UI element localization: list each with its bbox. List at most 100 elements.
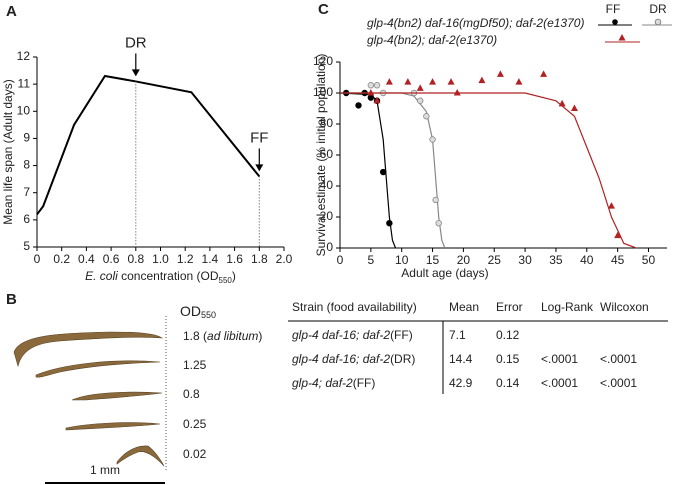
strain: glp-4; daf-2 <box>292 376 353 390</box>
table-header: Mean <box>449 300 479 314</box>
x-label-sub: 550 <box>219 276 233 285</box>
x-tick-label: 0 <box>337 253 344 267</box>
x-tick-label: 40 <box>580 253 594 267</box>
scale-label: 1 mm <box>90 463 120 477</box>
table-cell: <.0001 <box>600 376 637 390</box>
table-cell: <.0001 <box>541 352 578 366</box>
annotation-arrowhead <box>131 69 140 77</box>
point <box>367 89 375 96</box>
table-cell: <.0001 <box>600 352 637 366</box>
strain: glp-4 daf-16; daf-2 <box>292 352 390 366</box>
y-tick-label: 5 <box>23 239 30 253</box>
table-cell: 0.12 <box>496 328 520 342</box>
y-tick-label: 11 <box>18 76 31 90</box>
legend-text: glp-4(bn2) daf-16(mgDf50); daf-2(e1370) <box>367 16 584 30</box>
table-cell: glp-4 daf-16; daf-2(DR) <box>292 352 415 366</box>
table-cell: <.0001 <box>541 376 578 390</box>
x-tick-label: 5 <box>368 253 375 267</box>
y-tick-label: 80 <box>320 116 334 130</box>
table-header: Log-Rank <box>541 300 594 314</box>
point <box>558 99 566 107</box>
table-cell: glp-4; daf-2(FF) <box>292 376 375 390</box>
worm-label: 1.25 <box>183 358 207 372</box>
x-tick-label: 1.2 <box>177 252 194 266</box>
point <box>404 78 412 85</box>
x-tick-label: 45 <box>611 253 625 267</box>
x-label-text: concentration (OD <box>118 269 219 283</box>
point <box>385 78 393 85</box>
y-tick-label: 20 <box>320 209 334 223</box>
x-tick-label: 0.6 <box>103 252 120 266</box>
point <box>447 78 455 85</box>
y-tick-label: 9 <box>23 131 30 145</box>
x-axis-label: E. coli concentration (OD550) <box>85 269 236 285</box>
annotation-arrowhead <box>255 164 264 172</box>
y-tick-label: 100 <box>313 85 333 99</box>
y-axis-label: Survival estimate (% initial population) <box>314 54 328 257</box>
y-tick-label: 10 <box>17 103 31 117</box>
point <box>453 89 461 96</box>
point <box>607 202 615 209</box>
legend-marker <box>612 19 618 25</box>
worm-images <box>13 331 165 467</box>
point <box>416 84 424 91</box>
point <box>386 219 393 227</box>
x-tick-label: 1.4 <box>202 252 219 266</box>
x-tick-label: 0.8 <box>127 252 144 266</box>
y-axis-label: Mean life span (Adult days) <box>1 79 15 224</box>
x-tick-label: 0 <box>34 252 41 266</box>
strain: glp-4 daf-16; daf-2 <box>292 328 390 342</box>
x-tick-label: 2.0 <box>276 252 293 266</box>
table-cell: 0.15 <box>496 352 520 366</box>
point <box>373 82 381 89</box>
y-tick-label: 7 <box>23 185 30 199</box>
food: (FF) <box>353 376 376 390</box>
point <box>432 196 439 204</box>
table-cell: 7.1 <box>449 328 466 342</box>
point <box>355 102 362 109</box>
x-label-italic: E. coli <box>85 269 118 283</box>
worm-label-italic: ad libitum <box>207 329 258 343</box>
worm-label-text: 1.8 ( <box>183 329 207 343</box>
x-axis-label: Adult age (days) <box>401 266 488 280</box>
od-sub: 550 <box>201 310 216 320</box>
point <box>429 78 437 85</box>
x-tick-label: 35 <box>549 253 563 267</box>
point <box>429 136 436 143</box>
y-tick-label: 60 <box>320 147 334 161</box>
worm-label: 1.8 (ad libitum) <box>183 329 262 343</box>
y-tick-label: 8 <box>23 158 30 172</box>
od-header: OD550 <box>180 303 216 321</box>
panel-label: C <box>318 1 329 18</box>
food: (FF) <box>390 328 413 342</box>
worm-label: 0.02 <box>183 447 207 461</box>
food: (DR) <box>390 352 415 366</box>
table-cell: 0.14 <box>496 376 520 390</box>
point <box>367 82 375 89</box>
y-tick-label: 12 <box>17 49 31 63</box>
point <box>367 94 375 101</box>
legend-header: DR <box>649 2 667 16</box>
x-tick-label: 15 <box>426 253 440 267</box>
od-text: OD <box>180 303 201 319</box>
x-tick-label: 10 <box>395 253 409 267</box>
y-tick-label: 120 <box>313 54 333 68</box>
y-tick-label: 40 <box>320 178 334 192</box>
x-tick-label: 50 <box>642 253 656 267</box>
legend-marker <box>618 34 626 41</box>
x-tick-label: 1.0 <box>152 252 169 266</box>
x-tick-label: 30 <box>518 253 532 267</box>
point <box>435 219 442 227</box>
panel-label: A <box>6 3 17 20</box>
x-tick-label: 0.2 <box>53 252 70 266</box>
point <box>478 76 486 84</box>
point <box>379 168 387 176</box>
y-tick-label: 6 <box>23 212 30 226</box>
data-line <box>36 74 261 216</box>
x-tick-label: 1.8 <box>251 252 268 266</box>
point <box>540 70 548 77</box>
table-cell: 14.4 <box>449 352 473 366</box>
point <box>423 113 430 120</box>
worm-label: 0.25 <box>183 417 207 431</box>
